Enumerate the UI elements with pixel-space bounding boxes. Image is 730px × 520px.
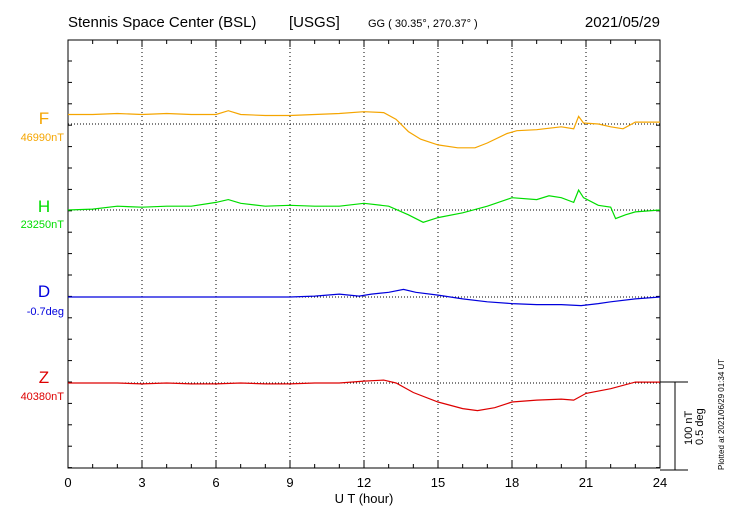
series-line-Z [68,379,660,412]
series-name-Z: Z [39,368,49,387]
axis-ticks [67,40,661,469]
x-tick-label-6: 6 [212,475,219,490]
x-tick-label-15: 15 [431,475,445,490]
agency-label: [USGS] [289,14,340,31]
plotted-timestamp: Plotted at 2021/06/29 01:34 UT [717,359,726,470]
series-name-H: H [38,197,50,216]
x-tick-label-18: 18 [505,475,519,490]
series-baseline-H: 23250nT [21,219,65,231]
scale-nt-label: 100 nT [683,410,695,445]
x-tick-label-9: 9 [286,475,293,490]
x-tick-label-21: 21 [579,475,593,490]
x-axis-label: U T (hour) [335,491,394,506]
scale-deg-label: 0.5 deg [694,408,706,445]
x-tick-label-24: 24 [653,475,667,490]
series-baseline-D: -0.7deg [27,306,64,318]
series-line-H [67,188,661,223]
series-lines [67,110,661,412]
station-title: Stennis Space Center (BSL) [68,14,256,31]
series-name-D: D [38,282,50,301]
date-label: 2021/05/29 [585,14,660,31]
series-baseline-F: 46990nT [21,132,65,144]
coordinates-label: GG ( 30.35°, 270.37° ) [368,18,478,30]
series-name-F: F [39,109,49,128]
x-tick-label-0: 0 [64,475,71,490]
series-line-F [68,110,660,149]
series-line-D [68,288,661,307]
x-tick-label-12: 12 [357,475,371,490]
series-labels: F 46990nT H 23250nT D -0.7deg Z 40380nT [21,109,65,403]
series-baseline-Z: 40380nT [21,391,65,403]
x-tick-label-3: 3 [138,475,145,490]
grid-lines [141,40,587,468]
x-tick-labels: 0 3 6 9 12 15 18 21 24 [64,475,667,490]
scale-bar [660,381,688,471]
